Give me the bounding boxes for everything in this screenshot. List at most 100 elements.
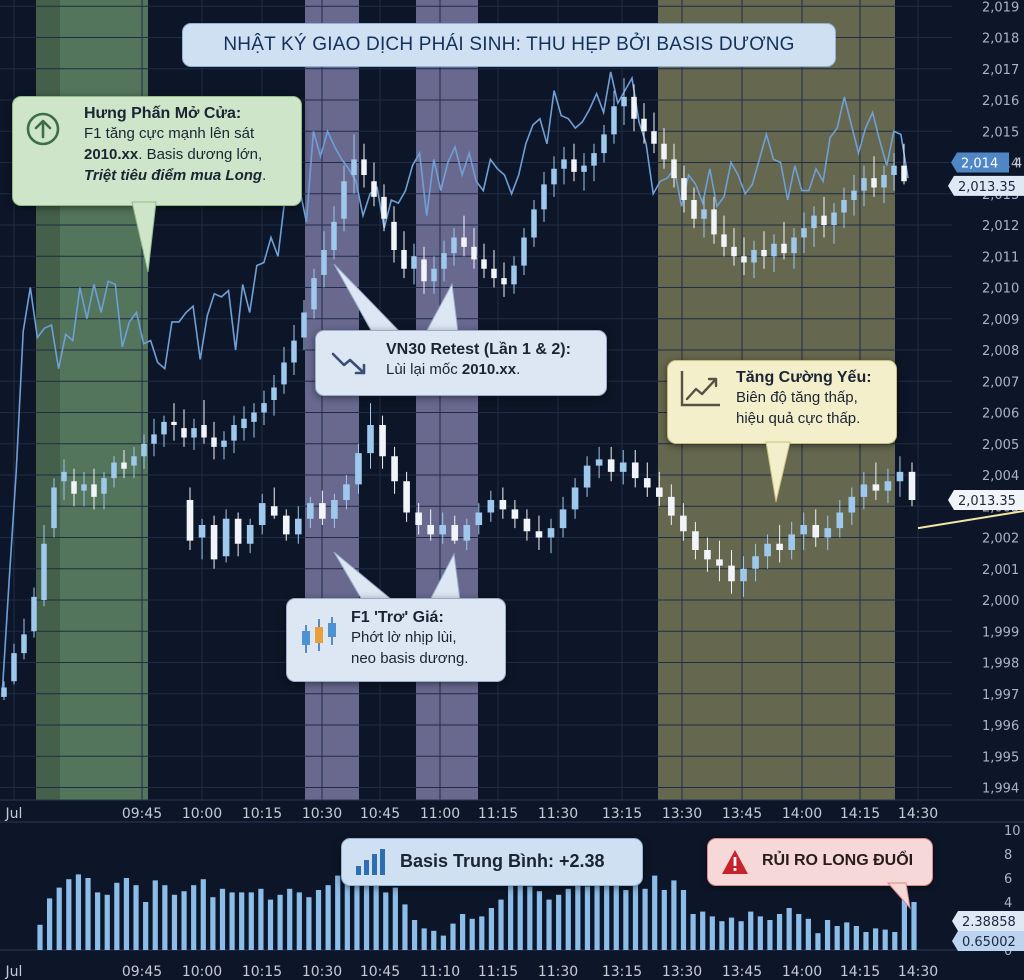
f1-candle-body: [691, 200, 697, 219]
tag-vol-1-bg: [952, 911, 1024, 931]
f1-candle-body: [241, 418, 247, 429]
f1-lower-candle-body: [234, 518, 242, 544]
f1-candle-body: [671, 159, 677, 179]
callout-support-line1: Phớt lờ nhịp lùi,: [351, 629, 457, 646]
f1-lower-candle-body: [307, 503, 314, 519]
f1-candle-body: [871, 178, 877, 188]
f1-candle-body: [801, 228, 807, 238]
f1-candle-body: [21, 634, 27, 654]
y-tick-label: 2,018: [982, 32, 1019, 47]
y-tick-label: 1,994: [982, 782, 1019, 797]
f1-candle-body: [1, 687, 7, 697]
volume-bar: [575, 876, 581, 950]
x-tick-label: 11:00: [420, 806, 460, 822]
f1-candle-body: [851, 190, 857, 200]
volume-bar: [95, 892, 101, 950]
volume-bar: [824, 920, 831, 950]
volume-tick-label: 8: [1004, 848, 1012, 863]
y-tick-label: 1,997: [982, 688, 1019, 703]
f1-candle-body: [351, 159, 357, 175]
x-tick-label: 13:15: [602, 806, 642, 822]
volume-bar: [911, 902, 917, 950]
callout-weak-line2: hiệu quả cực thấp.: [736, 410, 861, 427]
f1-candle-body: [441, 253, 447, 269]
volume-bar: [556, 894, 562, 950]
volume-bar: [844, 922, 850, 950]
y-tick-label: 2,002: [982, 532, 1019, 547]
f1-lower-candle-body: [547, 528, 555, 538]
f1-candle-body: [491, 268, 497, 279]
f1-candle-body: [41, 543, 47, 600]
volume-bar: [431, 930, 437, 950]
tag-vol-2-bg: [952, 931, 1024, 951]
callout-retest-tail: [333, 263, 459, 333]
volume-bar: [488, 908, 495, 950]
volume-bar: [757, 916, 763, 950]
volume-bar: [805, 918, 811, 950]
y-tick-label: 2,008: [982, 344, 1019, 359]
callout-open-line2: . Basis dương lớn,: [138, 146, 263, 163]
f1-lower-candle-body: [367, 425, 374, 454]
f1-candle-body: [661, 143, 667, 160]
volume-bar: [325, 885, 331, 950]
f1-candle-body: [291, 340, 297, 363]
y-tick-label: 2,001: [982, 563, 1019, 578]
f1-candle-body: [881, 175, 887, 188]
volume-bar: [642, 888, 648, 950]
f1-lower-candle-body: [740, 568, 747, 582]
f1-candle-body: [841, 200, 847, 213]
f1-candle-body: [301, 312, 307, 338]
f1-candle-body: [31, 596, 37, 632]
f1-lower-candle-body: [499, 500, 507, 510]
y-tick-label: 2,009: [982, 313, 1019, 328]
f1-lower-candle-body: [607, 459, 615, 472]
trend-down-icon: [331, 352, 366, 375]
volume-bar: [162, 885, 168, 950]
f1-candle-body: [591, 153, 597, 166]
f1-candle-body: [391, 221, 397, 250]
tag-vol-1: 2.38858: [962, 915, 1016, 930]
volume-bar: [565, 888, 571, 950]
f1-candle-body: [521, 237, 527, 266]
f1-candle-body: [531, 209, 537, 238]
f1-lower-candle-body: [222, 518, 230, 557]
f1-candle-body: [711, 209, 717, 235]
f1-lower-candle-body: [379, 425, 386, 457]
y-tick-label: 2,012: [982, 219, 1019, 234]
f1-candle-body: [121, 462, 127, 469]
f1-lower-candle-body: [511, 509, 519, 519]
f1-candle-body: [191, 428, 197, 438]
f1-lower-candle-body: [860, 484, 868, 497]
f1-lower-candle-body: [668, 496, 675, 516]
f1-candle-body: [771, 243, 777, 257]
f1-lower-candle-body: [836, 512, 844, 529]
f1-lower-candle-body: [343, 484, 350, 500]
f1-candle-body: [811, 215, 817, 229]
volume-bar: [411, 920, 418, 950]
f1-lower-candle-body: [619, 462, 627, 472]
bar-chart-icon: [356, 849, 385, 875]
callout-open-bold: 2010.xx: [84, 146, 139, 163]
y-tick-label: 2,004: [982, 469, 1019, 484]
volume-bar: [56, 887, 62, 950]
f1-candle-body: [161, 421, 167, 435]
volume-bar: [796, 914, 802, 950]
callout-open-line3: Triệt tiêu điểm mua Long: [84, 167, 263, 184]
f1-lower-candle-body: [764, 543, 771, 557]
volume-bar: [181, 891, 187, 950]
f1-lower-candle-body: [475, 512, 483, 525]
volume-bar: [421, 928, 427, 950]
volume-bar: [258, 888, 264, 950]
f1-lower-candle-body: [331, 500, 338, 519]
y-tick-label: 2,019: [982, 0, 1019, 15]
y-tick-label: 2,007: [982, 375, 1019, 390]
volume-tick-label: 0: [1004, 944, 1012, 959]
volume-bar: [776, 914, 783, 950]
f1-lower-candle-body: [535, 531, 543, 538]
y-tick-label: 2,011: [982, 250, 1019, 265]
f1-candle-body: [111, 462, 117, 479]
volume-bar: [200, 879, 206, 950]
y-tick-label: 2,010: [982, 282, 1019, 297]
f1-lower-candle-body: [198, 525, 206, 538]
